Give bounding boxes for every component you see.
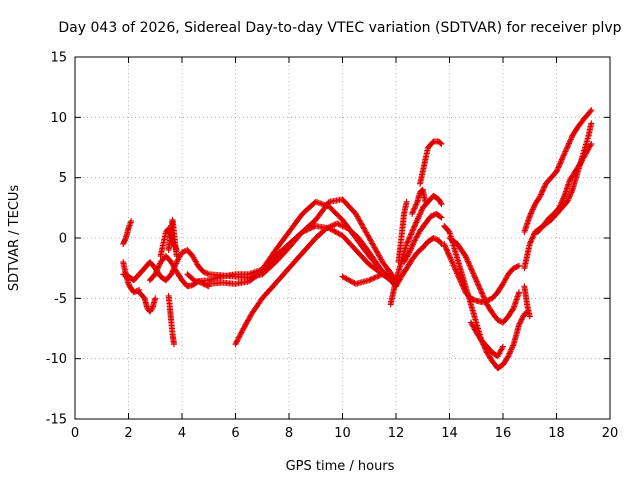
series-markers [409, 186, 429, 217]
y-tick-label: 0 [59, 232, 67, 247]
x-tick-label: 16 [495, 426, 512, 441]
series-markers [521, 120, 595, 272]
series-arc-w [467, 319, 506, 360]
series-arc-s [417, 138, 445, 187]
series-markers [165, 216, 180, 260]
series-markers [467, 319, 506, 360]
x-tick-label: 12 [388, 426, 405, 441]
series-arc-z [534, 140, 595, 235]
series-arc-l [259, 196, 399, 284]
series-arc-k [232, 220, 399, 348]
chart-title: Day 043 of 2026, Sidereal Day-to-day VTE… [58, 20, 621, 36]
series-markers [339, 271, 394, 287]
x-tick-label: 2 [124, 426, 132, 441]
series-markers [395, 198, 410, 266]
series-arc-g [165, 216, 180, 260]
series-markers [165, 292, 177, 348]
x-tick-label: 8 [285, 426, 293, 441]
series-arc-d [136, 289, 159, 315]
x-axis-label: GPS time / hours [286, 459, 395, 474]
series-markers [417, 138, 445, 187]
x-tick-label: 10 [334, 426, 351, 441]
series-arc-m [339, 271, 394, 287]
series-markers [534, 140, 595, 235]
x-tick-label: 4 [178, 426, 186, 441]
y-tick-label: 15 [50, 51, 67, 66]
series-markers [136, 289, 159, 315]
y-tick-label: 5 [59, 171, 67, 186]
series-markers [120, 247, 271, 284]
series-arc-r [409, 186, 429, 217]
y-tick-label: -15 [46, 413, 67, 428]
plot-frame [74, 56, 611, 420]
x-tick-label: 20 [602, 426, 619, 441]
x-tick-label: 0 [71, 426, 79, 441]
series-arc-p [401, 210, 445, 266]
series-markers [120, 218, 135, 247]
series-arc-c [120, 247, 271, 284]
series-markers [393, 235, 445, 290]
data-series [120, 107, 595, 372]
y-tick-label: -5 [54, 292, 67, 307]
x-tick-label: 18 [548, 426, 565, 441]
series-markers [401, 210, 445, 266]
y-axis-label: SDTVAR / TECUs [7, 185, 22, 292]
series-markers [232, 220, 399, 348]
series-arc-v [441, 241, 522, 305]
series-arc-o [393, 235, 445, 290]
y-tick-label: -10 [46, 352, 67, 367]
series-markers [441, 241, 522, 305]
x-tick-label: 6 [231, 426, 239, 441]
series-arc-aa [521, 283, 533, 320]
series-markers [259, 196, 399, 284]
y-tick-label: 10 [50, 111, 67, 126]
series-arc-a [120, 218, 135, 247]
series-arc-h [165, 292, 177, 348]
series-arc-x [521, 120, 595, 272]
series-markers [521, 283, 533, 320]
series-arc-q [395, 198, 410, 266]
series-markers [521, 107, 595, 235]
series-arc-y [521, 107, 595, 235]
x-tick-label: 14 [441, 426, 458, 441]
